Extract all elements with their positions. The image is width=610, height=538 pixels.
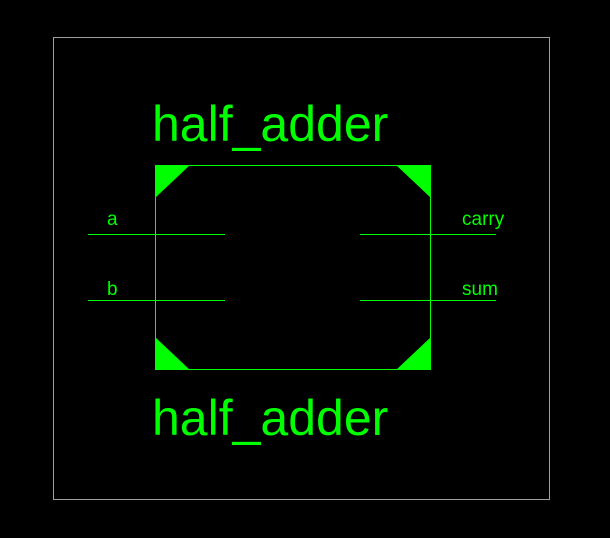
pin-label-carry: carry xyxy=(462,209,505,230)
component-name-top: half_adder xyxy=(152,96,389,152)
corner-marker-bottom-right xyxy=(396,337,431,370)
pin-label-sum: sum xyxy=(462,279,498,300)
component-symbol[interactable] xyxy=(155,165,431,370)
pin-label-a: a xyxy=(107,209,118,230)
corner-marker-top-right xyxy=(396,165,431,198)
component-name-bottom: half_adder xyxy=(152,390,389,446)
corner-marker-bottom-left xyxy=(155,337,190,370)
component-body xyxy=(155,165,431,370)
pin-label-b: b xyxy=(107,279,118,300)
corner-marker-top-left xyxy=(155,165,190,198)
sheet-border xyxy=(53,37,550,500)
